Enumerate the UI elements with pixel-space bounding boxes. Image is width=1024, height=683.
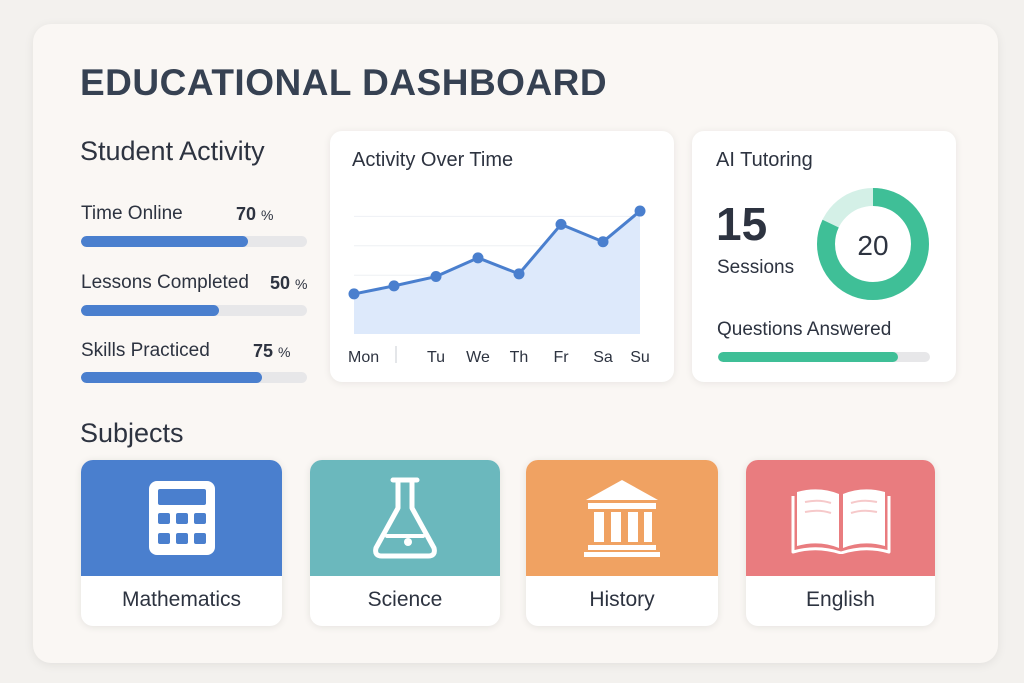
chart-point [472,252,484,264]
questions-progress-fill [718,352,899,362]
subject-name-history: History [589,588,655,611]
page-title: EDUCATIONAL DASHBOARD [80,62,608,103]
chart-tick-label: Fr [553,349,569,366]
subjects-title: Subjects [80,418,184,448]
subject-banner-history [526,460,718,576]
ring-arc [817,188,929,300]
stat-value-skills-practiced: 75 % [253,341,291,361]
chart-tick-label: We [466,349,490,366]
chart-point [348,288,360,300]
subject-name-science: Science [367,588,443,611]
progress-fill-lessons-completed [81,305,219,316]
activity-chart: Mon Tu We Th Fr Sa Su [348,205,650,366]
student-activity-title: Student Activity [80,136,265,166]
questions-ring: 20 [817,188,929,300]
ai-tutoring-card: AI Tutoring 15 Sessions 20 Questions Ans… [692,131,956,382]
chart-point [388,280,400,292]
activity-chart-card: Activity Over Time Mon Tu We Th Fr Sa Su [330,131,674,382]
museum-icon [584,480,660,557]
chart-tick-label: Th [510,349,529,366]
stat-label-time-online: Time Online [81,203,183,224]
chart-tick-label: Mon [348,349,379,366]
subject-card-english[interactable]: English [746,460,935,626]
subject-banner-mathematics [81,460,282,576]
subject-card-mathematics[interactable]: Mathematics [81,460,282,626]
sessions-count: 15 [716,198,768,250]
ai-tutoring-title: AI Tutoring [716,149,813,171]
progress-track-lessons-completed [81,305,307,316]
stat-value-time-online: 70 % [236,204,274,224]
stat-label-lessons-completed: Lessons Completed [81,272,249,293]
subject-card-history[interactable]: History [526,460,718,626]
sessions-label: Sessions [717,257,795,278]
progress-track-skills-practiced [81,372,307,383]
subject-name-english: English [806,588,875,611]
subject-banner-english [746,460,935,576]
subject-banner-science [310,460,500,576]
book-icon [791,489,890,554]
chart-point [555,218,567,230]
subject-name-mathematics: Mathematics [121,588,242,611]
chart-point [430,271,442,283]
questions-progress-track [718,352,930,362]
stat-label-skills-practiced: Skills Practiced [81,340,210,361]
chart-tick-label: Su [630,349,650,366]
chart-tick-label: Tu [427,349,445,366]
chart-point [597,236,609,248]
stat-value-lessons-completed: 50 % [270,273,308,293]
progress-track-time-online [81,236,307,247]
ring-value: 20 [857,230,888,261]
chart-point [634,205,646,217]
chart-line [353,209,641,296]
flask-icon [373,477,437,559]
progress-fill-time-online [81,236,249,247]
questions-answered-label: Questions Answered [717,319,892,340]
chart-area [354,211,640,334]
chart-tick-label: Sa [593,349,613,366]
calculator-icon [148,481,215,555]
chart-point [513,268,525,280]
subject-card-science[interactable]: Science [310,460,500,626]
progress-fill-skills-practiced [81,372,262,383]
activity-chart-title: Activity Over Time [352,149,514,171]
